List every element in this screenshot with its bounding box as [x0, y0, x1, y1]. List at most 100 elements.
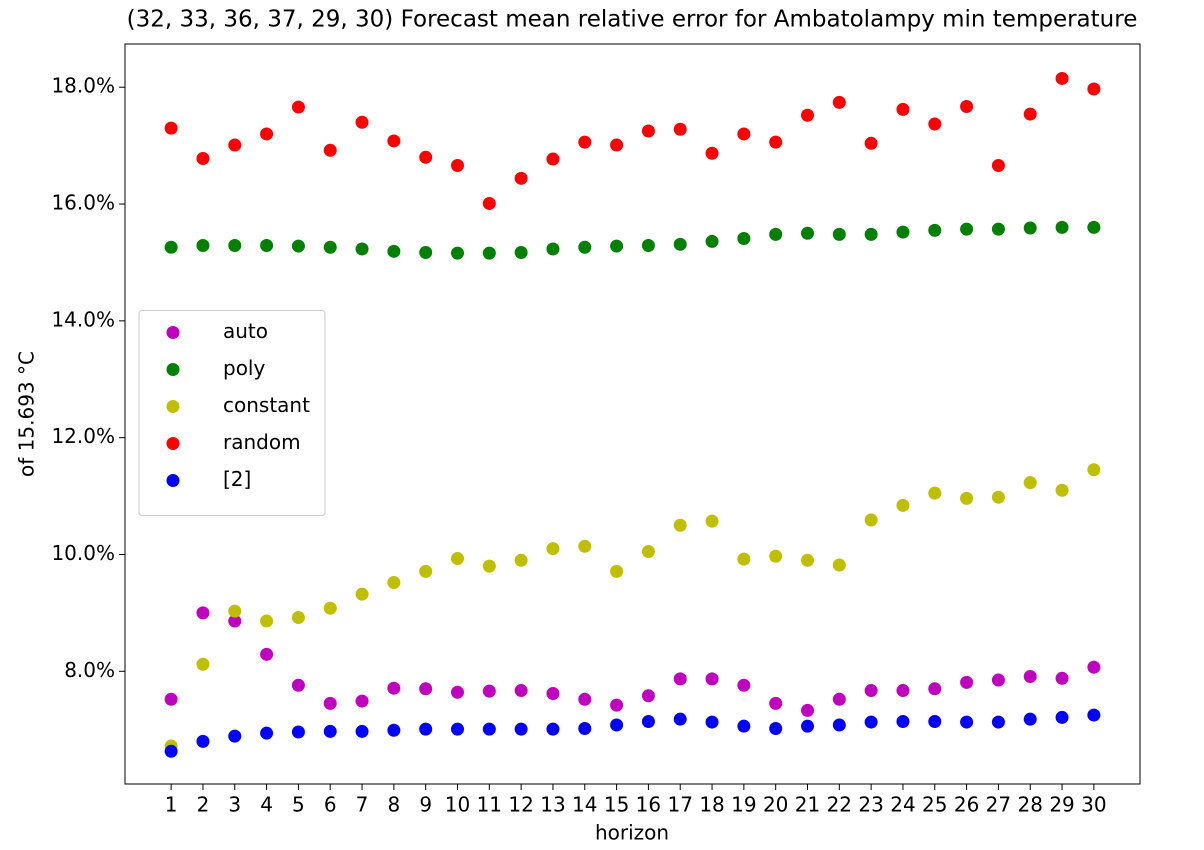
point — [801, 703, 814, 717]
point — [451, 722, 464, 736]
point — [705, 234, 719, 248]
point — [864, 715, 878, 729]
point — [641, 545, 655, 559]
point — [610, 698, 624, 712]
x-tick-label: 13 — [540, 793, 565, 817]
point — [196, 151, 210, 165]
point — [705, 715, 719, 729]
point — [228, 729, 242, 743]
point — [419, 722, 433, 736]
point — [546, 542, 560, 556]
x-tick-label: 26 — [954, 793, 979, 817]
x-tick-label: 5 — [292, 793, 305, 817]
point — [960, 675, 974, 689]
point — [291, 611, 305, 625]
point — [482, 196, 496, 210]
legend-marker — [166, 326, 180, 339]
x-tick-label: 17 — [668, 793, 693, 817]
point — [419, 150, 433, 164]
point — [323, 601, 337, 615]
x-tick-label: 7 — [356, 793, 369, 817]
point — [387, 576, 401, 590]
point — [1055, 483, 1069, 497]
legend-box — [138, 310, 326, 516]
point — [355, 587, 369, 601]
point — [260, 726, 274, 740]
point — [960, 99, 974, 113]
point — [832, 692, 846, 706]
point — [323, 143, 337, 157]
point — [896, 102, 910, 116]
point — [832, 718, 846, 732]
point — [991, 490, 1005, 504]
legend-label: auto — [223, 319, 268, 343]
point — [1023, 221, 1037, 235]
point — [164, 240, 178, 254]
x-tick-label: 30 — [1081, 793, 1106, 817]
point — [673, 672, 687, 686]
legend-label: random — [223, 430, 301, 454]
point — [260, 238, 274, 252]
point — [705, 514, 719, 528]
legend-label: [2] — [223, 467, 251, 491]
point — [1023, 107, 1037, 121]
point — [737, 127, 751, 141]
y-tick-label: 14.0% — [51, 307, 115, 331]
point — [387, 723, 401, 737]
point — [1023, 712, 1037, 726]
point — [578, 135, 592, 149]
point — [1055, 220, 1069, 234]
point — [196, 238, 210, 252]
point — [928, 715, 942, 729]
point — [419, 246, 433, 260]
point — [864, 227, 878, 241]
point — [323, 240, 337, 254]
point — [1055, 71, 1069, 85]
point — [419, 564, 433, 578]
x-tick-label: 20 — [763, 793, 788, 817]
point — [1087, 220, 1101, 234]
point — [641, 689, 655, 703]
point — [610, 138, 624, 152]
y-tick-label: 16.0% — [51, 191, 115, 215]
point — [164, 744, 178, 758]
point — [610, 239, 624, 253]
point — [451, 246, 464, 260]
point — [705, 146, 719, 160]
point — [801, 719, 814, 733]
x-tick-label: 21 — [795, 793, 820, 817]
point — [769, 696, 783, 710]
point — [451, 158, 464, 172]
point — [578, 539, 592, 553]
x-tick-label: 18 — [699, 793, 724, 817]
y-tick-label: 12.0% — [51, 424, 115, 448]
point — [737, 678, 751, 692]
point — [769, 549, 783, 563]
point — [291, 678, 305, 692]
point — [801, 553, 814, 567]
point — [482, 246, 496, 260]
point — [864, 684, 878, 698]
x-tick-label: 6 — [324, 793, 337, 817]
point — [546, 722, 560, 736]
point — [832, 95, 846, 109]
point — [673, 518, 687, 532]
point — [769, 135, 783, 149]
point — [323, 724, 337, 738]
point — [578, 722, 592, 736]
x-tick-label: 19 — [731, 793, 756, 817]
point — [960, 222, 974, 236]
point — [991, 715, 1005, 729]
point — [641, 238, 655, 252]
point — [546, 152, 560, 166]
point — [641, 715, 655, 729]
point — [260, 647, 274, 661]
point — [514, 553, 528, 567]
point — [164, 692, 178, 706]
point — [260, 614, 274, 628]
y-tick-label: 10.0% — [51, 541, 115, 565]
x-tick-label: 27 — [986, 793, 1011, 817]
point — [737, 231, 751, 245]
x-tick-label: 28 — [1018, 793, 1043, 817]
